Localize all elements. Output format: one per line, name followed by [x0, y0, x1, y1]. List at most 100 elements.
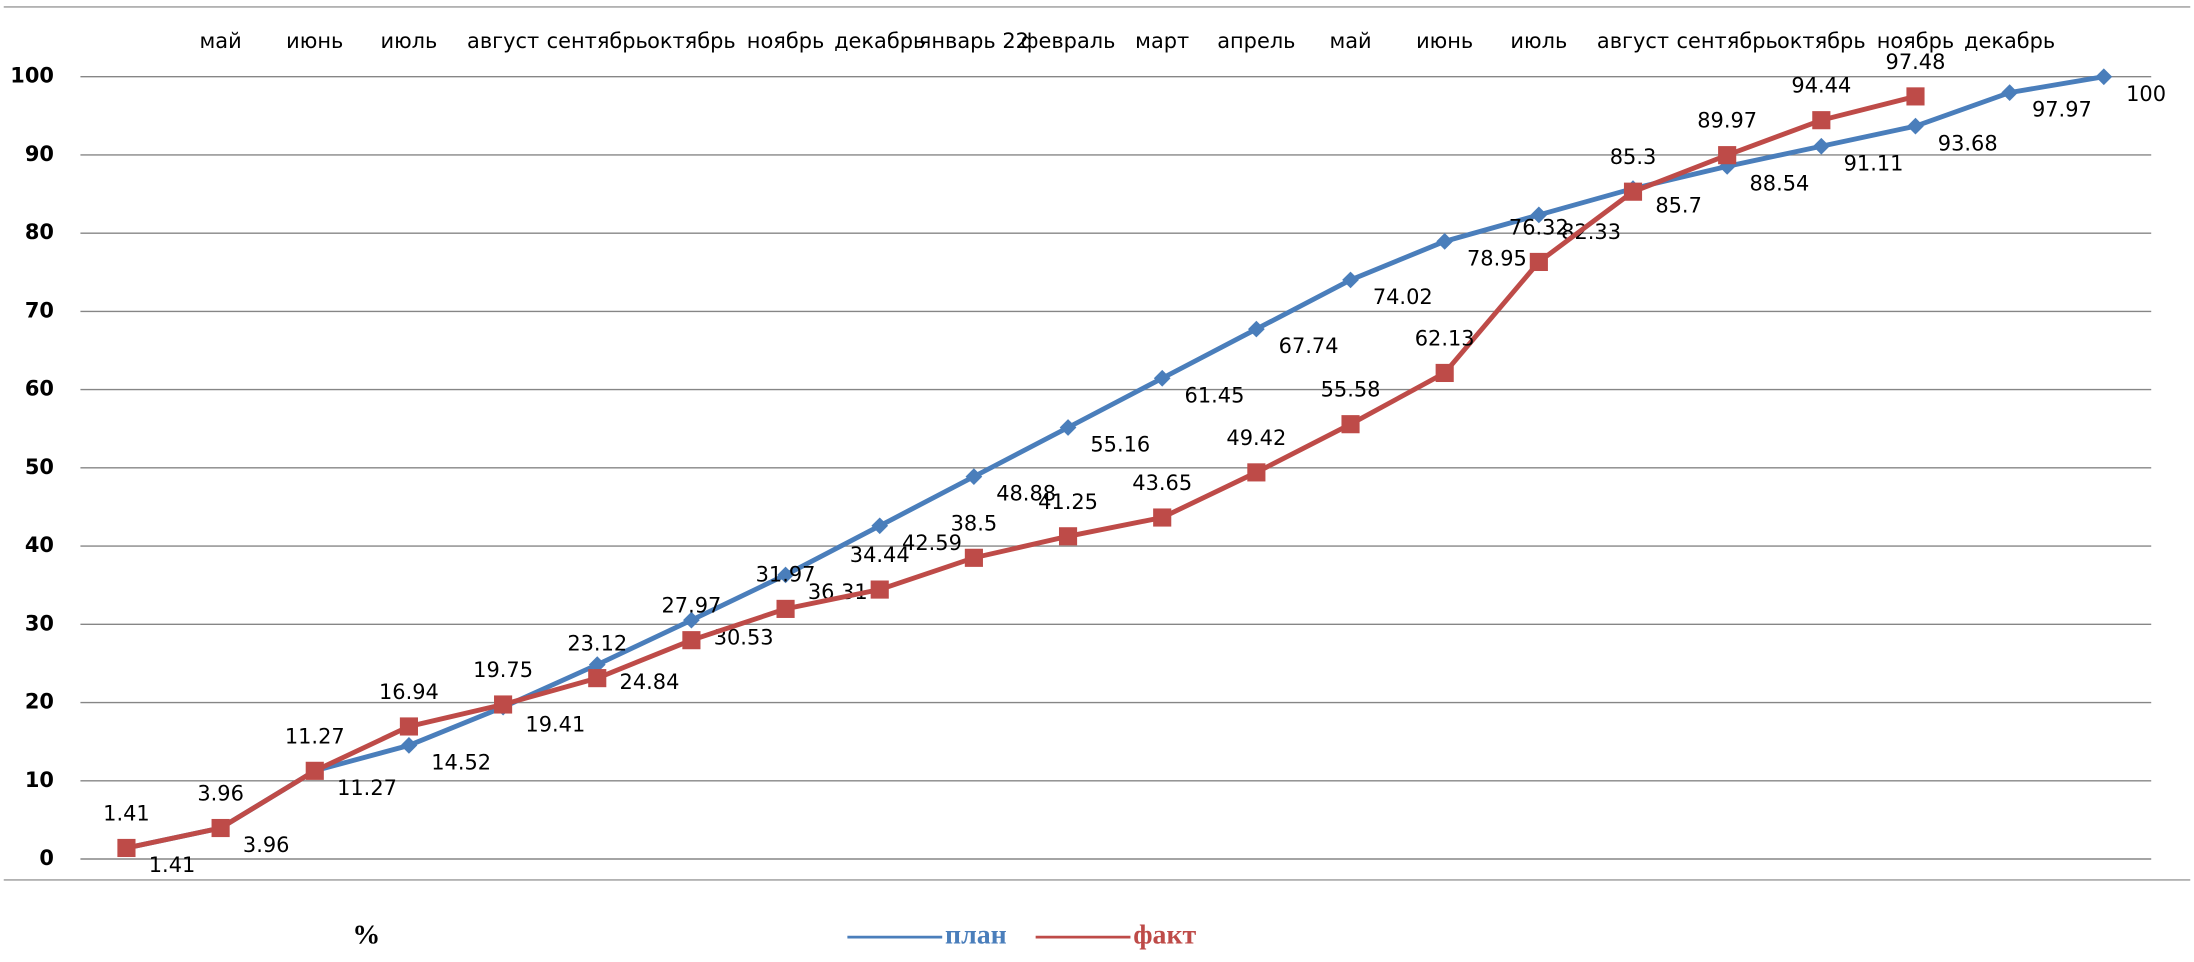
- y-tick-label: 90: [25, 142, 54, 166]
- x-tick-label: май: [200, 29, 242, 53]
- marker: [776, 599, 795, 618]
- x-tick-label: ноябрь: [747, 29, 825, 53]
- x-tick-label: август: [467, 29, 539, 53]
- legend-label: план: [945, 919, 1007, 950]
- x-tick-label: январь 22: [919, 29, 1029, 53]
- marker: [305, 761, 324, 780]
- x-tick-label: декабрь: [834, 29, 925, 53]
- data-label: 67.74: [1279, 334, 1339, 358]
- marker: [1718, 146, 1737, 165]
- marker: [1906, 87, 1925, 106]
- data-label: 19.41: [525, 712, 585, 736]
- marker: [1436, 233, 1454, 250]
- y-tick-label: 70: [25, 298, 54, 322]
- marker: [117, 838, 136, 858]
- y-tick-label: 80: [25, 220, 54, 244]
- x-tick-label: апрель: [1217, 29, 1295, 53]
- series-line: [125, 94, 1917, 851]
- y-tick-label: 10: [25, 768, 54, 792]
- axis-label: %: [352, 919, 380, 950]
- series-line: [125, 74, 2105, 851]
- marker: [1812, 111, 1831, 130]
- x-tick-label: февраль: [1021, 29, 1116, 53]
- data-label: 74.02: [1373, 285, 1433, 309]
- data-label: 97.97: [2032, 98, 2092, 122]
- data-label: 24.84: [620, 670, 680, 694]
- marker: [1247, 463, 1266, 482]
- marker: [494, 695, 513, 714]
- x-tick-label: июнь: [1416, 29, 1473, 53]
- marker: [870, 580, 889, 599]
- marker: [1529, 252, 1548, 272]
- data-label: 93.68: [1938, 131, 1998, 155]
- data-label: 11.27: [285, 724, 345, 748]
- marker: [964, 548, 983, 567]
- marker: [1341, 415, 1360, 434]
- marker: [683, 611, 700, 629]
- x-tick-label: ноябрь: [1877, 29, 1955, 53]
- x-tick-label: август: [1597, 29, 1669, 53]
- y-tick-label: 30: [25, 611, 54, 635]
- data-label: 41.25: [1038, 490, 1098, 514]
- marker: [1435, 363, 1454, 383]
- data-label: 19.75: [473, 658, 533, 682]
- x-tick-label: март: [1135, 29, 1189, 53]
- marker: [965, 468, 983, 485]
- data-label: 49.42: [1226, 426, 1286, 450]
- data-label: 88.54: [1749, 171, 1809, 195]
- x-tick-label: июль: [380, 29, 437, 53]
- y-tick-label: 60: [25, 377, 54, 401]
- data-label: 1.41: [103, 801, 150, 825]
- data-label: 16.94: [379, 680, 439, 704]
- marker: [1059, 419, 1077, 436]
- data-label: 91.11: [1844, 151, 1904, 175]
- data-label: 42.59: [902, 531, 962, 555]
- marker: [871, 517, 889, 535]
- x-tick-label: июль: [1510, 29, 1567, 53]
- x-tick-label: октябрь: [647, 29, 736, 53]
- data-label: 31.97: [756, 562, 816, 586]
- data-label: 55.58: [1321, 378, 1381, 402]
- data-label: 43.65: [1132, 471, 1192, 495]
- x-tick-label: май: [1329, 29, 1371, 53]
- marker: [682, 631, 701, 650]
- marker: [400, 737, 418, 754]
- marker: [777, 566, 794, 584]
- data-label: 89.97: [1697, 109, 1757, 133]
- data-label: 85.3: [1610, 145, 1657, 169]
- data-label: 85.7: [1655, 194, 1702, 218]
- marker: [1907, 117, 1924, 135]
- data-label: 76.32: [1509, 215, 1569, 239]
- marker: [1623, 182, 1643, 201]
- marker: [2095, 68, 2113, 86]
- y-tick-label: 50: [25, 455, 54, 479]
- x-tick-label: июнь: [286, 29, 343, 53]
- data-label: 48.88: [996, 482, 1056, 506]
- data-label: 97.48: [1886, 50, 1946, 74]
- x-tick-label: сентябрь: [547, 29, 648, 53]
- data-label: 3.96: [197, 782, 244, 806]
- data-label: 100: [2126, 82, 2166, 106]
- marker: [1812, 137, 1830, 155]
- data-label: 94.44: [1791, 74, 1851, 98]
- x-tick-label: октябрь: [1777, 29, 1866, 53]
- marker: [1153, 369, 1171, 387]
- data-label: 55.16: [1090, 433, 1150, 457]
- data-label: 11.27: [337, 776, 397, 800]
- marker: [1058, 527, 1078, 546]
- data-label: 1.41: [149, 853, 196, 877]
- y-tick-label: 100: [10, 64, 54, 88]
- y-tick-label: 0: [39, 846, 54, 870]
- marker: [588, 656, 606, 674]
- x-tick-label: сентябрь: [1677, 29, 1778, 53]
- data-label: 14.52: [431, 751, 491, 775]
- data-label: 61.45: [1185, 383, 1245, 407]
- x-tick-label: декабрь: [1964, 29, 2055, 53]
- data-label: 38.5: [951, 511, 998, 535]
- legend-label: факт: [1133, 919, 1196, 950]
- data-label: 3.96: [243, 833, 290, 857]
- marker: [1153, 508, 1172, 527]
- marker: [1530, 206, 1548, 224]
- marker: [399, 717, 418, 736]
